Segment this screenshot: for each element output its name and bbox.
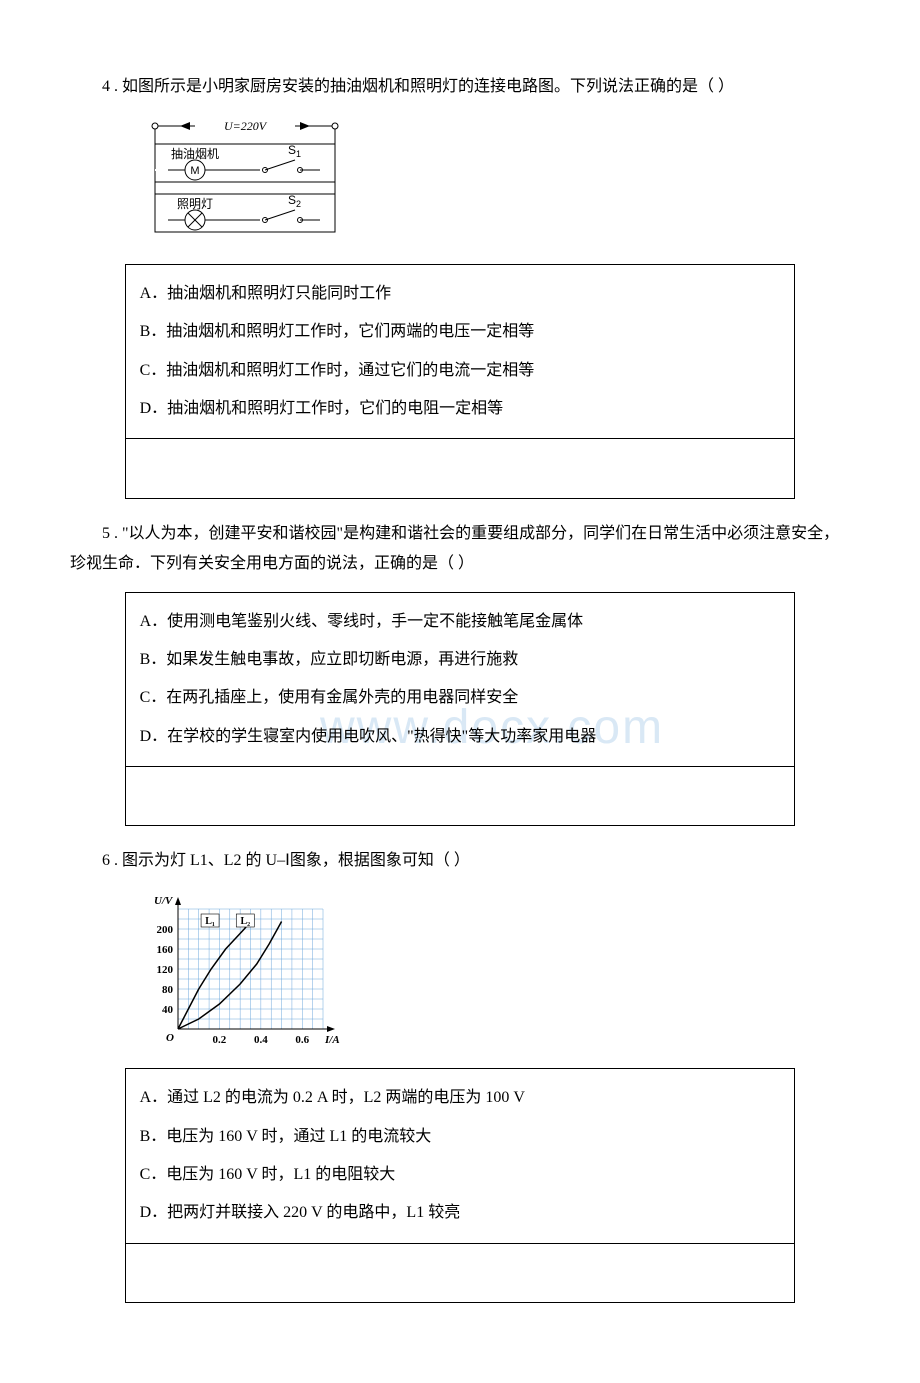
svg-text:0.6: 0.6 bbox=[295, 1034, 309, 1046]
q6-options-table: A．通过 L2 的电流为 0.2 A 时，L2 两端的电压为 100 V B．电… bbox=[125, 1068, 796, 1303]
q4-options-table: A．抽油烟机和照明灯只能同时工作 B．抽油烟机和照明灯工作时，它们两端的电压一定… bbox=[125, 264, 796, 499]
q5-option-d: D．在学校的学生寝室内使用电吹风、"热得快"等大功率家用电器 bbox=[140, 718, 781, 756]
q6-stem: 6 . 图示为灯 L1、L2 的 U–Ⅰ图象，根据图象可知（ ） bbox=[70, 846, 850, 876]
svg-text:U/V: U/V bbox=[154, 895, 174, 907]
q4-option-b: B．抽油烟机和照明灯工作时，它们两端的电压一定相等 bbox=[140, 313, 781, 351]
q4-stem: 4 . 如图所示是小明家厨房安装的抽油烟机和照明灯的连接电路图。下列说法正确的是… bbox=[70, 72, 850, 102]
svg-text:M: M bbox=[190, 165, 199, 177]
svg-text:照明灯: 照明灯 bbox=[177, 197, 213, 211]
q5-option-c: C．在两孔插座上，使用有金属外壳的用电器同样安全 bbox=[140, 679, 781, 717]
q5-option-row: A．使用测电笔鉴别火线、零线时，手一定不能接触笔尾金属体 B．如果发生触电事故，… bbox=[125, 592, 795, 767]
q5-blank-row bbox=[125, 767, 795, 826]
svg-text:S: S bbox=[288, 143, 296, 157]
svg-text:0.2: 0.2 bbox=[213, 1034, 227, 1046]
q5-option-a: A．使用测电笔鉴别火线、零线时，手一定不能接触笔尾金属体 bbox=[140, 603, 781, 641]
q4-option-d: D．抽油烟机和照明灯工作时，它们的电阻一定相等 bbox=[140, 390, 781, 428]
svg-text:2: 2 bbox=[296, 199, 301, 209]
q4-option-a: A．抽油烟机和照明灯只能同时工作 bbox=[140, 275, 781, 313]
q4-circuit-figure: U=220V抽油烟机MS1照明灯S2 bbox=[140, 114, 850, 255]
circuit-svg: U=220V抽油烟机MS1照明灯S2 bbox=[140, 114, 350, 244]
q6-option-a: A．通过 L2 的电流为 0.2 A 时，L2 两端的电压为 100 V bbox=[140, 1079, 781, 1117]
svg-text:I/A: I/A bbox=[324, 1034, 340, 1046]
page: www.docx.com 4 . 如图所示是小明家厨房安装的抽油烟机和照明灯的连… bbox=[70, 72, 850, 1303]
svg-text:抽油烟机: 抽油烟机 bbox=[171, 147, 219, 161]
q4-option-c: C．抽油烟机和照明灯工作时，通过它们的电流一定相等 bbox=[140, 352, 781, 390]
svg-text:80: 80 bbox=[162, 984, 174, 996]
q6-chart-figure: U/V I/A O 40 80 120 160 200 0.2 0.4 0.6 L₁ L₂ bbox=[140, 889, 850, 1060]
q6-option-d: D．把两灯并联接入 220 V 的电路中，L1 较亮 bbox=[140, 1194, 781, 1232]
q6-blank-row bbox=[125, 1243, 795, 1302]
svg-text:1: 1 bbox=[296, 149, 301, 159]
chart-svg: U/V I/A O 40 80 120 160 200 0.2 0.4 0.6 L₁ L₂ bbox=[140, 889, 340, 1049]
q6-option-b: B．电压为 160 V 时，通过 L1 的电流较大 bbox=[140, 1118, 781, 1156]
svg-text:120: 120 bbox=[157, 964, 174, 976]
svg-text:L₂: L₂ bbox=[240, 916, 250, 927]
q6-option-c: C．电压为 160 V 时，L1 的电阻较大 bbox=[140, 1156, 781, 1194]
svg-text:U=220V: U=220V bbox=[224, 119, 268, 133]
svg-text:200: 200 bbox=[157, 924, 174, 936]
q6-option-row: A．通过 L2 的电流为 0.2 A 时，L2 两端的电压为 100 V B．电… bbox=[125, 1069, 795, 1244]
q5-stem: 5 . "以人为本，创建平安和谐校园"是构建和谐社会的重要组成部分，同学们在日常… bbox=[70, 519, 850, 580]
q4-blank-row bbox=[125, 439, 795, 498]
svg-text:0.4: 0.4 bbox=[254, 1034, 268, 1046]
svg-text:S: S bbox=[288, 193, 296, 207]
q5-options-table: A．使用测电笔鉴别火线、零线时，手一定不能接触笔尾金属体 B．如果发生触电事故，… bbox=[125, 592, 796, 827]
svg-text:L₁: L₁ bbox=[205, 916, 215, 927]
q4-option-row: A．抽油烟机和照明灯只能同时工作 B．抽油烟机和照明灯工作时，它们两端的电压一定… bbox=[125, 264, 795, 439]
q5-option-b: B．如果发生触电事故，应立即切断电源，再进行施救 bbox=[140, 641, 781, 679]
svg-text:O: O bbox=[166, 1032, 174, 1044]
svg-text:160: 160 bbox=[157, 944, 174, 956]
svg-text:40: 40 bbox=[162, 1004, 174, 1016]
